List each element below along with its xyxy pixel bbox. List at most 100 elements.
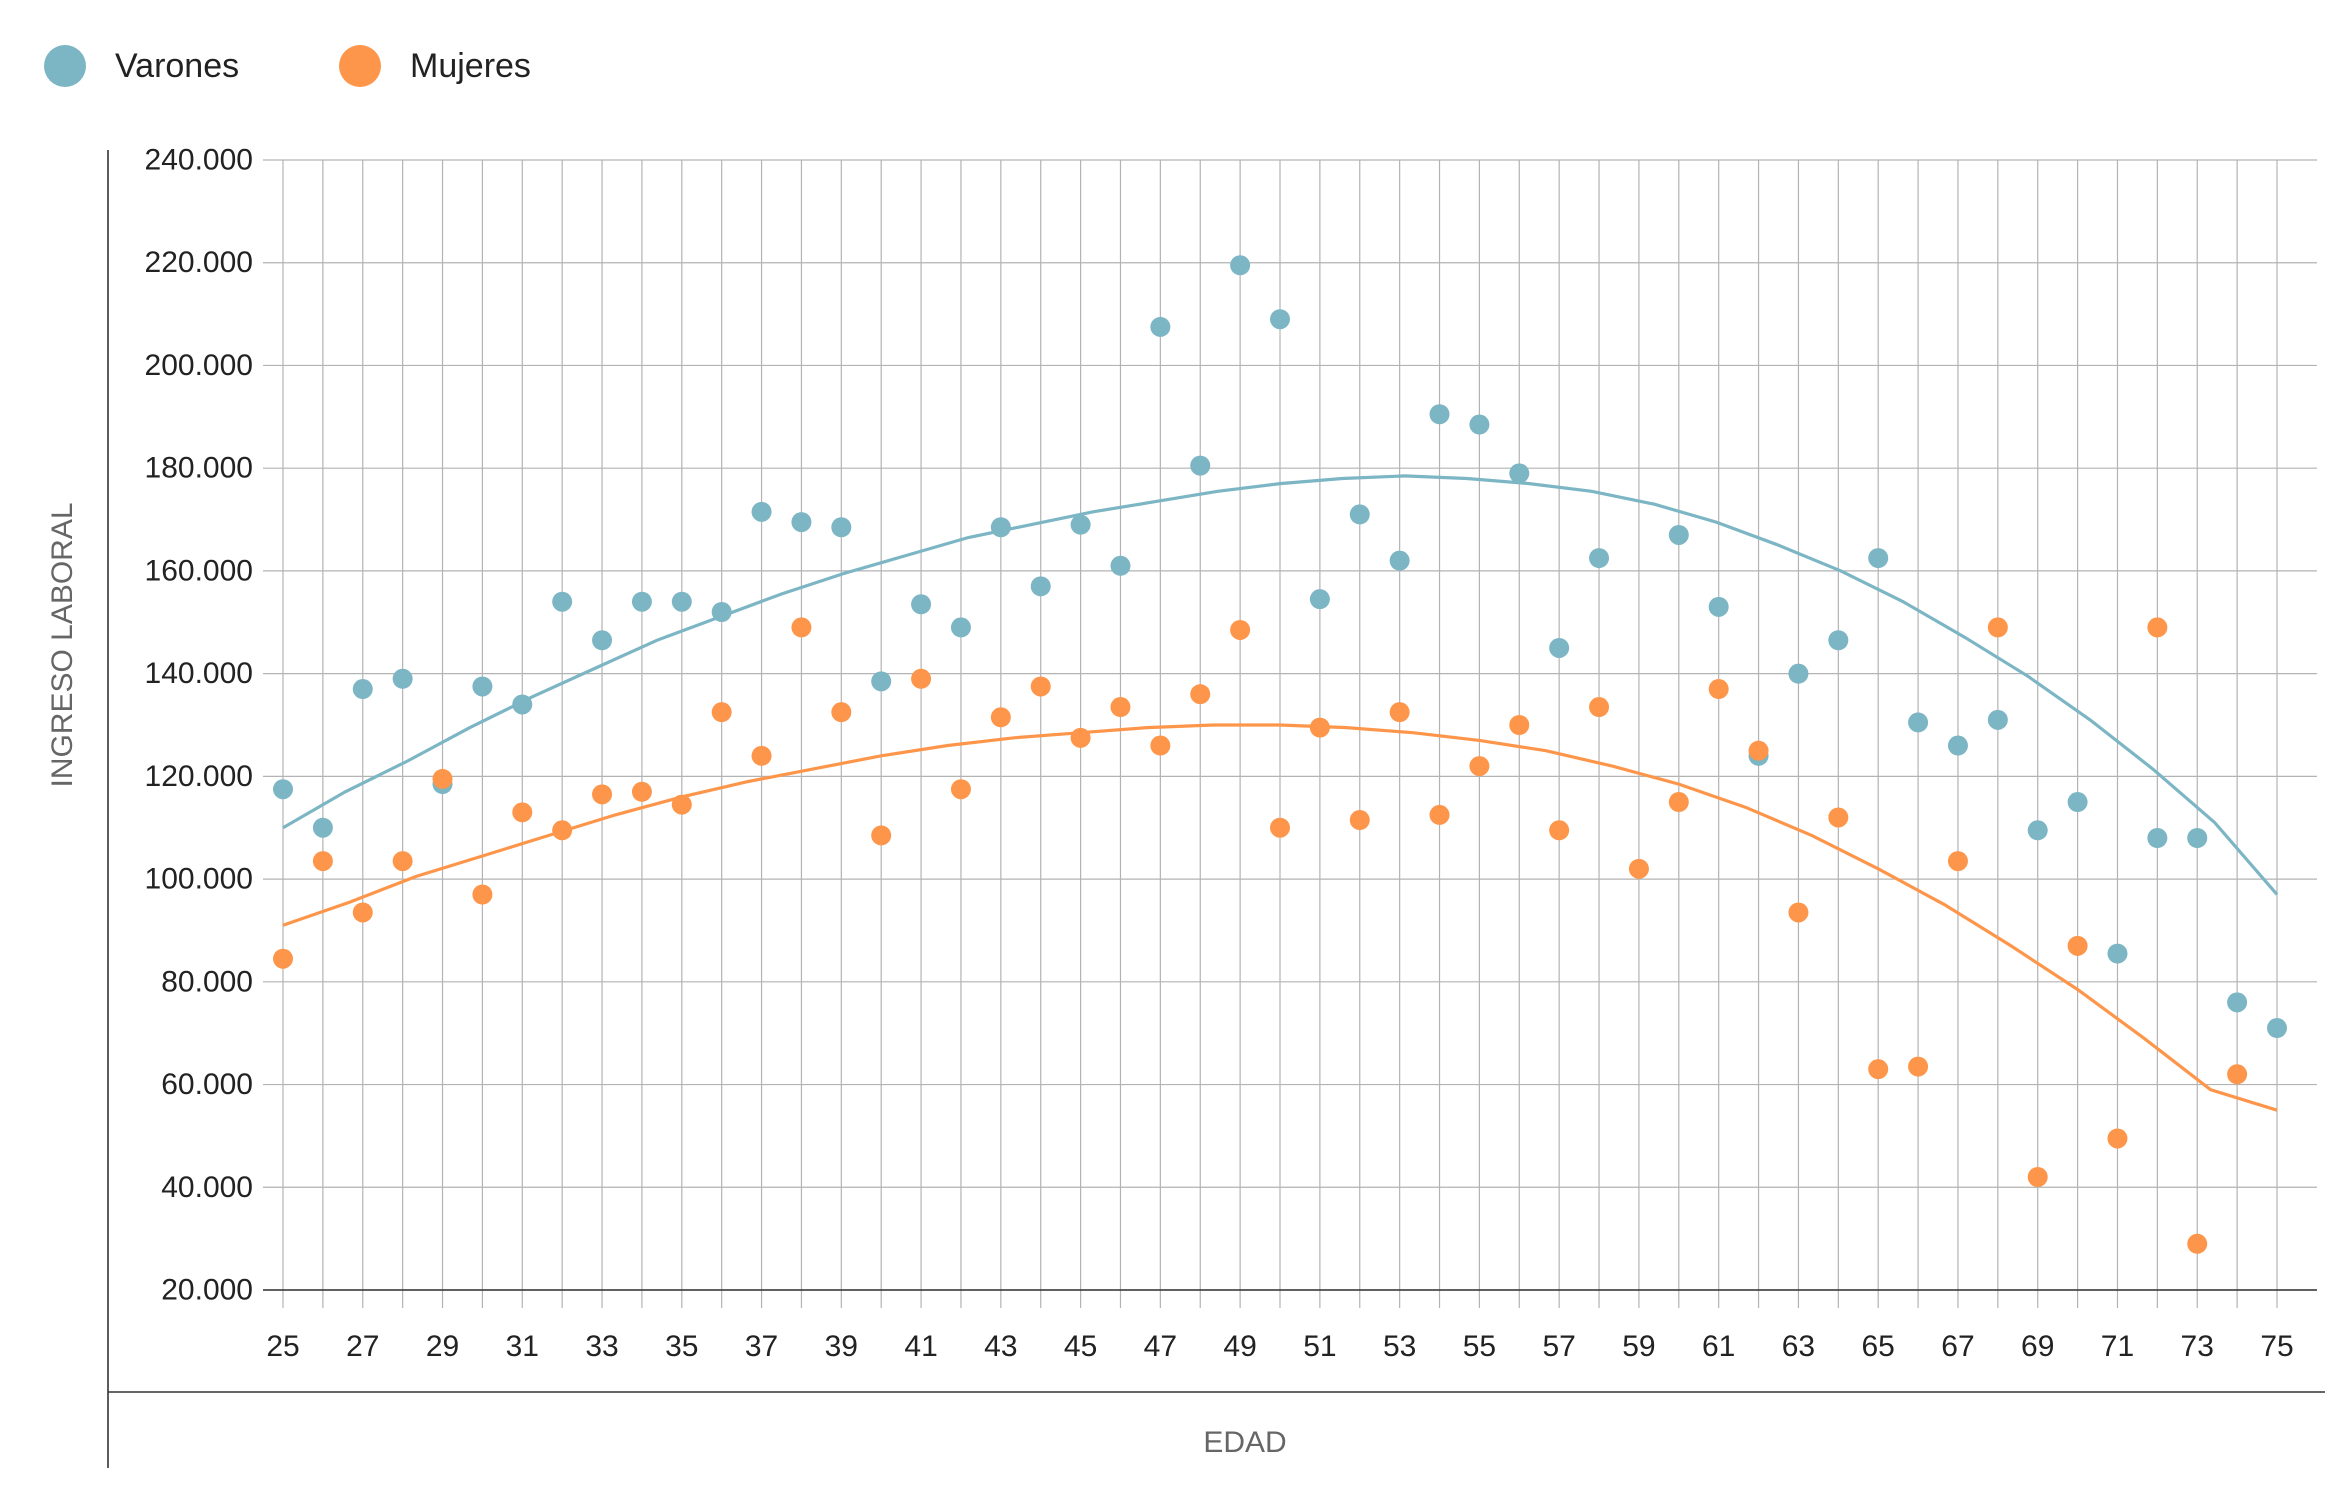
- y-tick-label: 100.000: [145, 863, 253, 896]
- point-mujeres: [2187, 1233, 2208, 1254]
- point-mujeres: [1828, 807, 1849, 828]
- x-tick-label: 29: [426, 1330, 459, 1363]
- y-tick-label: 180.000: [145, 452, 253, 485]
- point-varones: [273, 779, 293, 800]
- point-varones: [990, 517, 1011, 538]
- trend-lines: [282, 474, 2279, 1112]
- point-mujeres: [1509, 715, 1530, 735]
- axes: [107, 150, 2325, 1468]
- point-mujeres: [273, 948, 293, 969]
- point-mujeres: [2107, 1128, 2128, 1149]
- point-mujeres: [2027, 1167, 2048, 1187]
- point-mujeres: [2227, 1064, 2248, 1085]
- point-varones: [1828, 630, 1849, 651]
- x-tick-label: 39: [825, 1330, 858, 1363]
- point-mujeres: [631, 781, 652, 802]
- point-mujeres: [1349, 810, 1370, 831]
- point-varones: [1987, 709, 2008, 730]
- x-tick-label: 65: [1862, 1330, 1895, 1363]
- legend-label-mujeres: Mujeres: [410, 47, 531, 85]
- point-varones: [2147, 828, 2168, 848]
- point-mujeres: [592, 784, 613, 805]
- point-mujeres: [1270, 817, 1290, 838]
- point-mujeres: [552, 820, 573, 841]
- point-varones: [1469, 414, 1490, 435]
- point-varones: [592, 630, 613, 651]
- point-varones: [512, 694, 533, 715]
- x-tick-label: 53: [1383, 1330, 1416, 1363]
- point-varones: [1908, 712, 1929, 733]
- point-mujeres: [1070, 727, 1091, 748]
- x-tick-label: 43: [984, 1330, 1017, 1363]
- point-varones: [950, 617, 971, 638]
- y-tick-label: 240.000: [145, 144, 253, 177]
- legend-label-varones: Varones: [115, 47, 239, 85]
- point-mujeres: [1030, 676, 1051, 697]
- data-points: [273, 255, 2287, 1254]
- point-mujeres: [1309, 717, 1330, 738]
- y-tick-label: 200.000: [145, 349, 253, 382]
- point-mujeres: [2147, 617, 2168, 638]
- y-tick-label: 220.000: [145, 246, 253, 279]
- point-varones: [1589, 548, 1610, 569]
- point-mujeres: [1788, 902, 1809, 923]
- x-tick-label: 75: [2260, 1330, 2293, 1363]
- x-tick-label: 67: [1941, 1330, 1974, 1363]
- point-mujeres: [871, 825, 892, 846]
- point-varones: [2027, 820, 2048, 841]
- point-varones: [1349, 504, 1370, 525]
- x-tick-label: 35: [665, 1330, 698, 1363]
- point-mujeres: [711, 702, 732, 723]
- point-varones: [1230, 255, 1251, 276]
- x-tick-label: 47: [1144, 1330, 1177, 1363]
- x-tick-label: 57: [1542, 1330, 1575, 1363]
- point-varones: [2187, 828, 2208, 848]
- legend-swatch-varones: [44, 45, 86, 87]
- x-tick-label: 41: [904, 1330, 937, 1363]
- x-tick-label: 63: [1782, 1330, 1815, 1363]
- point-mujeres: [1987, 617, 2008, 638]
- point-varones: [791, 512, 812, 533]
- point-varones: [2067, 792, 2088, 813]
- point-varones: [1070, 514, 1091, 535]
- point-mujeres: [1708, 679, 1729, 700]
- point-varones: [1309, 589, 1330, 610]
- grid: [263, 159, 2317, 1308]
- y-tick-label: 40.000: [161, 1171, 253, 1204]
- point-varones: [631, 591, 652, 612]
- point-mujeres: [312, 851, 333, 872]
- point-mujeres: [472, 884, 493, 905]
- point-varones: [2267, 1018, 2287, 1039]
- x-tick-label: 33: [585, 1330, 618, 1363]
- point-mujeres: [1190, 684, 1211, 705]
- x-tick-label: 37: [745, 1330, 778, 1363]
- point-mujeres: [791, 617, 812, 638]
- y-tick-label: 20.000: [161, 1274, 253, 1307]
- point-mujeres: [512, 802, 533, 823]
- x-axis-ticks: 25 27 29 31 33 35 37 39 41 43 45 47 49 51 53 55 57 59 61 63…: [266, 1330, 2293, 1363]
- point-varones: [1788, 663, 1809, 684]
- point-varones: [352, 679, 373, 700]
- point-varones: [392, 668, 413, 689]
- point-mujeres: [1868, 1059, 1889, 1080]
- point-mujeres: [1389, 702, 1410, 723]
- x-tick-label: 69: [2021, 1330, 2054, 1363]
- point-mujeres: [1469, 756, 1490, 777]
- point-mujeres: [1549, 820, 1570, 841]
- point-mujeres: [1908, 1056, 1929, 1077]
- point-mujeres: [1628, 858, 1649, 879]
- point-mujeres: [831, 702, 852, 723]
- point-mujeres: [2067, 935, 2088, 956]
- point-varones: [671, 591, 692, 612]
- legend-swatch-mujeres: [339, 45, 381, 87]
- x-tick-label: 51: [1303, 1330, 1336, 1363]
- x-tick-label: 55: [1463, 1330, 1496, 1363]
- x-tick-label: 31: [506, 1330, 539, 1363]
- point-mujeres: [671, 794, 692, 815]
- point-varones: [711, 602, 732, 622]
- y-tick-label: 140.000: [145, 657, 253, 690]
- y-axis-ticks: 20.000 40.000 60.000 80.000 100.000 120.000 14…: [145, 144, 253, 1307]
- point-varones: [1190, 455, 1211, 476]
